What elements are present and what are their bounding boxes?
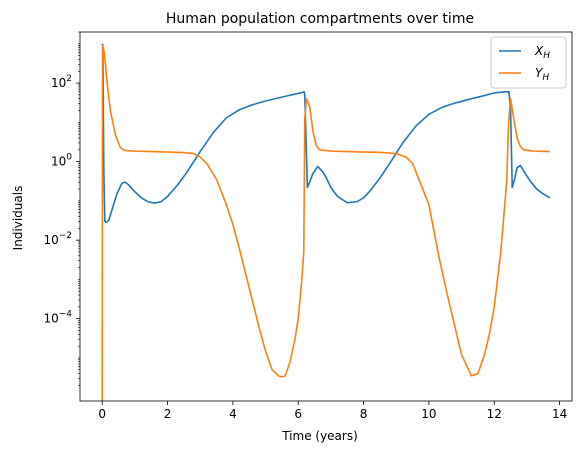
x-axis-label: Time (years) xyxy=(281,429,358,443)
x-tick-label: 6 xyxy=(294,407,302,421)
x-tick-label: 10 xyxy=(421,407,436,421)
x-tick-label: 4 xyxy=(229,407,237,421)
x-tick-label: 12 xyxy=(487,407,502,421)
x-tick-label: 0 xyxy=(98,407,106,421)
x-tick-label: 2 xyxy=(164,407,172,421)
y-axis-label: Individuals xyxy=(11,186,25,251)
chart-title: Human population compartments over time xyxy=(166,11,474,27)
legend-frame xyxy=(491,37,566,88)
x-tick-label: 14 xyxy=(552,407,567,421)
x-tick-label: 8 xyxy=(360,407,368,421)
